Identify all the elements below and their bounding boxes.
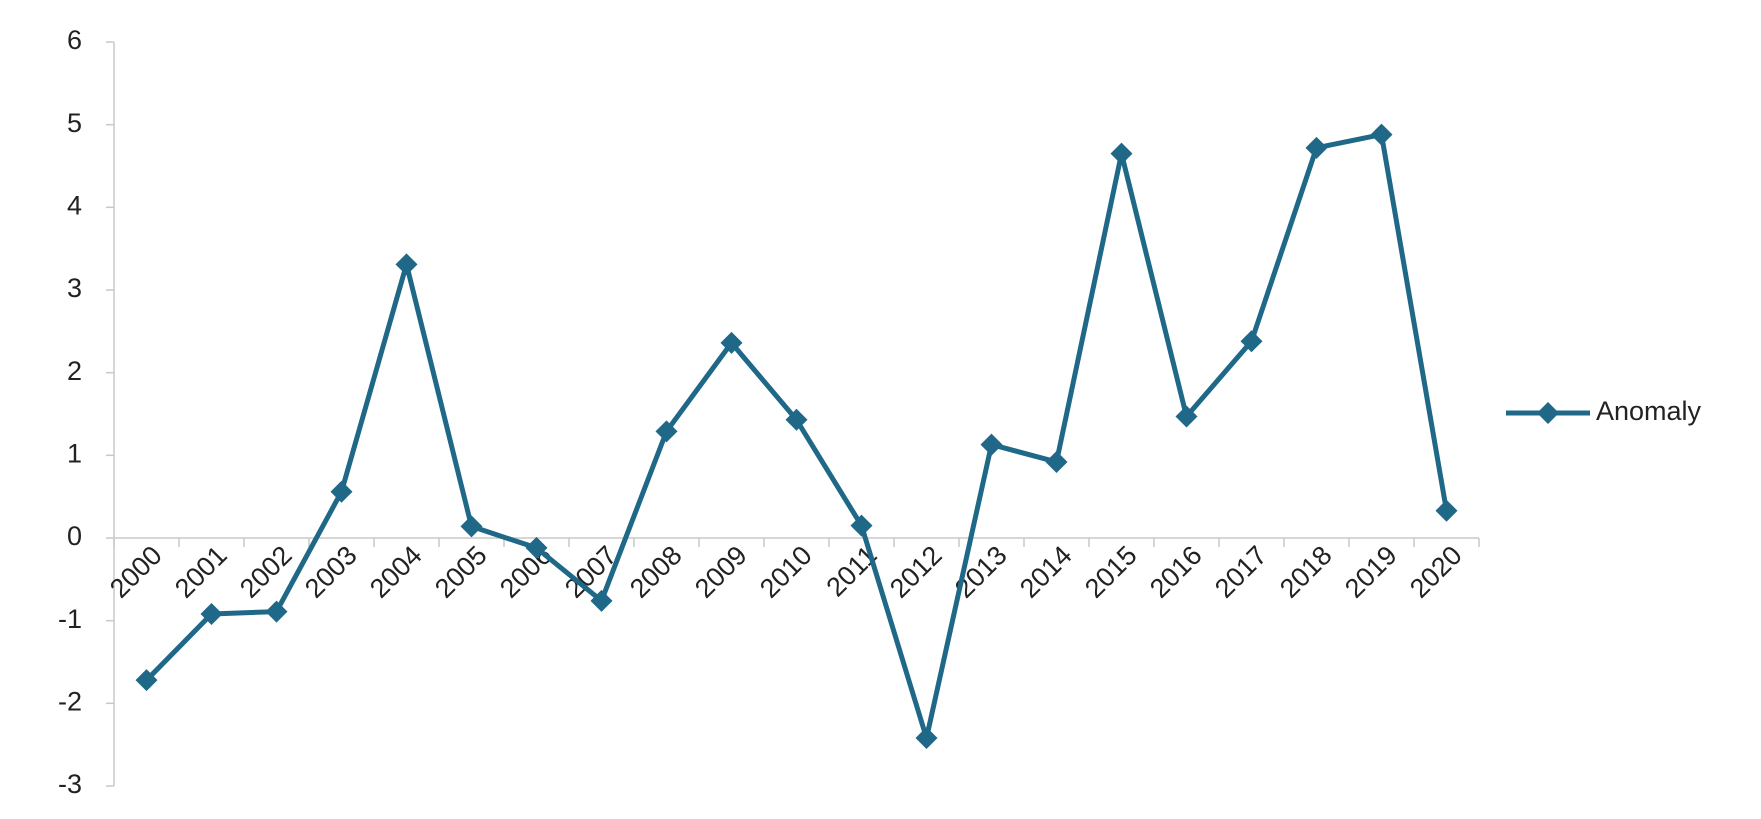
marker (265, 600, 288, 623)
marker (655, 420, 678, 443)
y-tick-label: 6 (67, 25, 82, 55)
marker (460, 515, 483, 538)
y-tick-label: 2 (67, 356, 82, 386)
y-tick-label: 1 (67, 438, 82, 468)
x-tick-label: 2001 (169, 540, 233, 604)
x-tick-label: 2004 (364, 540, 428, 604)
y-tick-label: 5 (67, 108, 82, 138)
marker (1435, 499, 1458, 522)
x-tick-label: 2006 (494, 540, 558, 604)
x-tick-label: 2005 (429, 540, 493, 604)
marker (1305, 136, 1328, 159)
marker (915, 727, 938, 750)
marker (785, 408, 808, 431)
marker (200, 603, 223, 626)
marker (980, 433, 1003, 456)
line (144, 132, 1449, 741)
x-tick-label: 2016 (1144, 540, 1208, 604)
x-tick-label: 2017 (1209, 540, 1273, 604)
marker (135, 669, 158, 692)
x-tick-label: 2014 (1014, 540, 1078, 604)
y-tick-label: 4 (67, 190, 82, 220)
marker (850, 514, 873, 537)
x-tick-label: 2010 (754, 540, 818, 604)
y-tick-label: -3 (58, 769, 82, 799)
y-tick-label: 3 (67, 273, 82, 303)
x-tick-label: 2019 (1339, 540, 1403, 604)
marker (1370, 123, 1393, 146)
x-tick-label: 2018 (1274, 540, 1338, 604)
marker (1045, 450, 1068, 473)
marker (1175, 405, 1198, 428)
marker (590, 589, 613, 612)
y-tick-label: -1 (58, 604, 82, 634)
marker (330, 480, 353, 503)
legend-label: Anomaly (1596, 396, 1702, 426)
x-tick-label: 2008 (624, 540, 688, 604)
marker (395, 253, 418, 276)
y-tick-label: 0 (67, 521, 82, 551)
x-tick-label: 2020 (1404, 540, 1468, 604)
legend-marker (1537, 402, 1559, 424)
x-tick-label: 2015 (1079, 540, 1143, 604)
marker (720, 331, 743, 354)
x-tick-label: 2009 (689, 540, 753, 604)
marker (525, 536, 548, 559)
marker (1110, 142, 1133, 165)
marker (1240, 330, 1263, 353)
x-tick-label: 2012 (884, 540, 948, 604)
y-tick-label: -2 (58, 686, 82, 716)
